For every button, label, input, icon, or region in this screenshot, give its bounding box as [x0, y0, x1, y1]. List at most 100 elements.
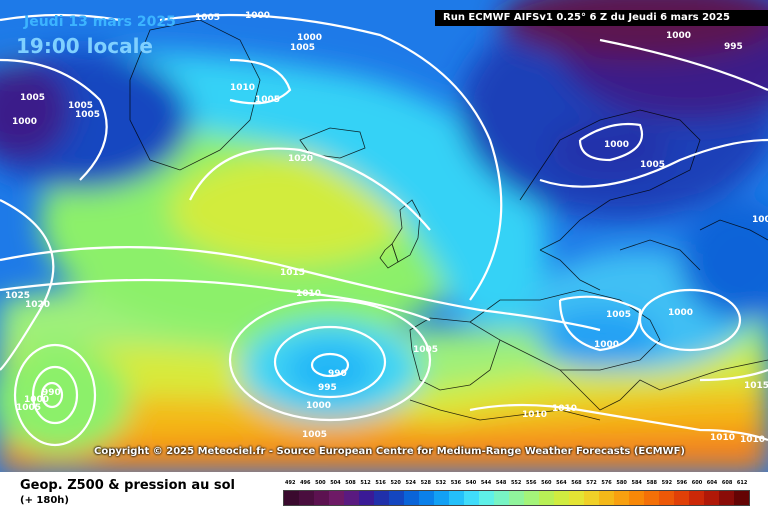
color-scale-label: 536 [450, 480, 462, 486]
isobar-label: 1010 [710, 433, 735, 443]
color-scale-swatch [614, 491, 629, 505]
color-scale-swatch [299, 491, 314, 505]
isobar-label: 995 [318, 383, 337, 393]
color-scale-label: 548 [495, 480, 507, 486]
isobar-label: 1005 [290, 43, 315, 53]
isobar-label: 1020 [288, 154, 313, 164]
forecast-lead-time: (+ 180h) [20, 495, 69, 506]
color-scale-label: 596 [676, 480, 688, 486]
color-scale-swatch [314, 491, 329, 505]
color-scale-swatch [449, 491, 464, 505]
isobar-label: 1000 [752, 215, 768, 225]
isobar-label: 1000 [245, 11, 270, 21]
color-scale-swatch [479, 491, 494, 505]
color-scale-swatch [494, 491, 509, 505]
isobar-label: 1010 [552, 404, 577, 414]
color-scale-label: 612 [736, 480, 748, 486]
isobar-label: 1005 [255, 95, 280, 105]
color-scale-swatch [569, 491, 584, 505]
color-scale-label: 532 [435, 480, 447, 486]
color-scale-swatch [434, 491, 449, 505]
color-scale-label: 540 [465, 480, 477, 486]
run-info: Run ECMWF AIFSv1 0.25° 6 Z du Jeudi 6 ma… [435, 10, 768, 26]
color-scale-swatch [659, 491, 674, 505]
isobar-labels: 1005 1000 1000 1005 1005 1000 995 1005 1… [5, 11, 768, 445]
color-scale-label: 580 [616, 480, 627, 486]
color-scale-swatch [329, 491, 344, 505]
isobar-label: 1005 [68, 101, 93, 111]
color-scale-label: 576 [601, 480, 612, 486]
color-scale-swatch [359, 491, 374, 505]
color-scale-label: 556 [526, 480, 537, 486]
isobar-label: 1015 [744, 381, 768, 391]
color-scale-label: 572 [586, 480, 597, 486]
isobar-label: 1005 [302, 430, 327, 440]
coastlines [129, 19, 768, 421]
color-scale-swatch [629, 491, 644, 505]
color-scale-swatch [284, 491, 299, 505]
isobar-label: 1010 [740, 435, 765, 445]
isobar-label: 1020 [25, 300, 50, 310]
color-scale-label: 544 [480, 480, 492, 486]
isobar-label: 1015 [280, 268, 305, 278]
color-scale-swatch [704, 491, 719, 505]
geopotential-field [0, 0, 768, 472]
forecast-local-time: 19:00 locale [16, 34, 153, 58]
isobar-label: 1000 [668, 308, 693, 318]
color-scale-swatch [674, 491, 689, 505]
isobar-label: 1005 [20, 93, 45, 103]
color-scale-label: 500 [315, 480, 326, 486]
pressure-map: 1005 1000 1000 1005 1005 1000 995 1005 1… [0, 0, 768, 472]
color-scale-swatch [554, 491, 569, 505]
color-scale-label: 520 [390, 480, 401, 486]
color-scale-labels: 492 496 500 504 508 512 516 520 524 528 532 536 540 5… [283, 480, 750, 490]
isobar-label: 1000 [297, 33, 322, 43]
isobar-label: 1000 [604, 140, 629, 150]
color-scale-label: 584 [631, 480, 642, 486]
isobar-label: 1005 [606, 310, 631, 320]
map-title: Geop. Z500 & pression au sol [20, 478, 235, 493]
color-scale-swatch [419, 491, 434, 505]
isobar-label: 1000 [306, 401, 331, 411]
color-scale-label: 592 [661, 480, 673, 486]
color-scale-label: 560 [541, 480, 552, 486]
color-scale-label: 512 [360, 480, 371, 486]
color-scale-swatch [374, 491, 389, 505]
color-scale-swatch [539, 491, 554, 505]
color-scale-swatch [734, 491, 749, 505]
color-scale-label: 604 [706, 480, 718, 486]
isobar-label: 1005 [640, 160, 665, 170]
color-scale-swatch [404, 491, 419, 505]
isobar-label: 990 [328, 369, 347, 379]
color-scale-swatch [584, 491, 599, 505]
isobar-label: 1000 [594, 340, 619, 350]
isobar-label: 1000 [24, 395, 49, 405]
isobar-label: 1010 [522, 410, 547, 420]
color-scale-label: 508 [345, 480, 356, 486]
color-scale-label: 568 [571, 480, 582, 486]
forecast-date: Jeudi 13 mars 2025 [24, 14, 176, 30]
color-scale-label: 564 [556, 480, 567, 486]
color-scale-label: 524 [405, 480, 416, 486]
color-scale-swatch [689, 491, 704, 505]
color-scale-label: 516 [375, 480, 386, 486]
color-scale-label: 528 [420, 480, 432, 486]
color-scale-bar [283, 490, 750, 506]
isobar-label: 1000 [12, 117, 37, 127]
color-scale-label: 608 [721, 480, 733, 486]
color-scale-label: 492 [285, 480, 296, 486]
color-scale-swatch [599, 491, 614, 505]
isobar-label: 990 [42, 388, 61, 398]
color-scale-swatch [509, 491, 524, 505]
isobar-label: 1000 [666, 31, 691, 41]
isobar-label: 1010 [230, 83, 255, 93]
isobar-label: 995 [724, 42, 743, 52]
color-scale-swatch [644, 491, 659, 505]
color-scale-swatch [389, 491, 404, 505]
color-scale: 492 496 500 504 508 512 516 520 524 528 532 536 540 5… [283, 480, 750, 506]
color-scale-label: 552 [510, 480, 522, 486]
color-scale-label: 504 [330, 480, 341, 486]
isobar-label: 1010 [296, 289, 321, 299]
color-scale-swatch [344, 491, 359, 505]
